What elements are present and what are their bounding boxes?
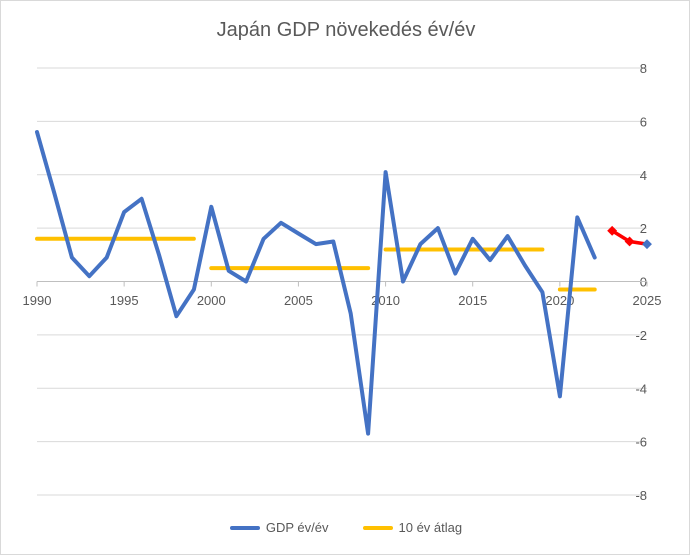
x-tick-label: 1990 bbox=[23, 293, 52, 308]
y-tick-label: 4 bbox=[640, 168, 647, 183]
legend-swatch-avg bbox=[362, 525, 393, 530]
y-tick-label: 6 bbox=[640, 114, 647, 129]
y-tick-label: -4 bbox=[635, 381, 647, 396]
legend-item-avg: 10 év átlag bbox=[362, 520, 463, 535]
forecast-marker-2024 bbox=[624, 236, 635, 247]
legend: GDP év/év 10 év átlag bbox=[1, 520, 690, 535]
x-tick-label: 2005 bbox=[284, 293, 313, 308]
y-tick-label: -8 bbox=[635, 488, 647, 503]
y-tick-label: 2 bbox=[640, 221, 647, 236]
x-tick-label: 1995 bbox=[110, 293, 139, 308]
y-tick-label: -6 bbox=[635, 435, 647, 450]
y-tick-label: 8 bbox=[640, 61, 647, 76]
forecast-marker-2025 bbox=[642, 239, 652, 250]
legend-label-gdp: GDP év/év bbox=[265, 520, 329, 535]
gdp-line bbox=[35, 130, 597, 436]
x-tick-label: 2015 bbox=[458, 293, 487, 308]
x-tick-label: 2025 bbox=[633, 293, 662, 308]
legend-swatch-gdp bbox=[229, 525, 260, 530]
y-tick-label: -2 bbox=[635, 328, 647, 343]
forecast-marker-2023 bbox=[607, 225, 618, 236]
x-tick-label: 2000 bbox=[197, 293, 226, 308]
chart-title: Japán GDP növekedés év/év bbox=[216, 19, 476, 41]
legend-label-avg: 10 év átlag bbox=[398, 520, 463, 535]
legend-item-gdp: GDP év/év bbox=[229, 520, 329, 535]
